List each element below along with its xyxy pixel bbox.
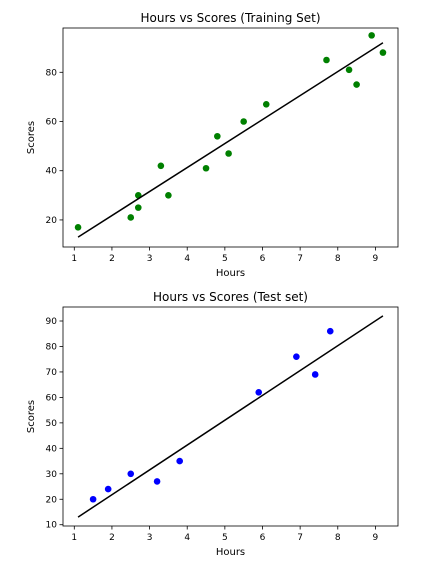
x-tick-label: 5 — [222, 533, 228, 543]
y-tick-label: 70 — [46, 368, 58, 378]
data-point — [345, 66, 353, 74]
data-point — [104, 485, 112, 493]
data-point — [379, 49, 387, 56]
y-tick-label: 60 — [46, 393, 58, 403]
x-tick-label: 3 — [147, 254, 153, 264]
x-tick-label: 2 — [109, 533, 115, 543]
x-tick-label: 7 — [297, 254, 303, 264]
data-point — [262, 100, 270, 108]
y-tick-label: 40 — [46, 444, 58, 454]
x-tick-label: 1 — [71, 533, 77, 543]
data-point — [326, 327, 334, 335]
x-tick-label: 3 — [147, 533, 153, 543]
y-tick-label: 50 — [46, 419, 58, 429]
data-point — [255, 389, 263, 396]
x-tick-label: 8 — [335, 254, 341, 264]
data-point — [293, 353, 300, 360]
data-point — [214, 132, 221, 140]
x-tick-label: 5 — [222, 254, 228, 264]
y-axis-label: Scores — [26, 400, 37, 433]
x-tick-label: 9 — [373, 254, 379, 264]
y-tick-label: 80 — [46, 68, 58, 78]
x-axis-label: Hours — [216, 268, 245, 279]
y-tick-label: 90 — [46, 317, 58, 327]
y-tick-label: 30 — [46, 470, 58, 480]
data-point — [74, 224, 82, 231]
x-axis-label: Hours — [216, 547, 245, 558]
data-point — [176, 457, 183, 465]
plot-frame — [62, 27, 399, 248]
data-point — [89, 495, 97, 503]
y-tick-label: 20 — [46, 495, 58, 505]
data-point — [127, 470, 135, 478]
chart-title: Hours vs Scores (Test set) — [153, 290, 308, 304]
y-tick-label: 60 — [46, 118, 58, 128]
test-chart: Hours vs Scores (Test set) Hours Scores … — [26, 290, 399, 558]
data-point — [153, 478, 161, 485]
y-tick-label: 40 — [46, 167, 58, 177]
x-tick-label: 4 — [184, 254, 190, 264]
x-tick-label: 1 — [71, 254, 77, 264]
regression-line — [77, 42, 384, 238]
data-point — [157, 162, 165, 170]
data-point — [134, 204, 142, 211]
x-tick-label: 9 — [373, 533, 379, 543]
x-tick-label: 8 — [335, 533, 341, 543]
data-point — [225, 150, 232, 157]
x-tick-label: 2 — [109, 254, 115, 264]
plot-frame — [62, 306, 399, 527]
y-tick-label: 20 — [46, 216, 58, 226]
training-chart: Hours vs Scores (Training Set) Hours Sco… — [26, 11, 399, 279]
data-point — [353, 81, 360, 88]
chart-title: Hours vs Scores (Training Set) — [140, 11, 320, 25]
data-point — [323, 56, 330, 64]
data-point — [240, 118, 247, 125]
y-tick-label: 80 — [46, 342, 58, 352]
data-point — [127, 214, 135, 221]
y-axis-label: Scores — [26, 121, 37, 154]
regression-line — [77, 315, 384, 518]
data-point — [202, 164, 210, 172]
data-point — [311, 371, 319, 378]
x-tick-label: 6 — [260, 254, 266, 264]
data-point — [368, 32, 375, 39]
x-tick-label: 6 — [260, 533, 266, 543]
x-tick-label: 7 — [297, 533, 303, 543]
data-point — [165, 192, 172, 199]
y-tick-label: 10 — [46, 521, 58, 531]
x-tick-label: 4 — [184, 533, 190, 543]
